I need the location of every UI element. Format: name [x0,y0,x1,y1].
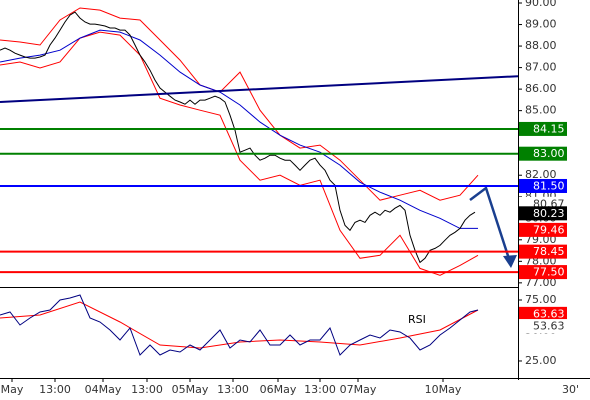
timeframe: 30' [562,383,579,396]
x-tick-label: 13:00 [131,383,163,396]
price-tag-label: 79.46 [533,223,565,236]
level-label: 81.50 [533,179,565,192]
level-label: 78.45 [533,245,565,258]
level-label: 83.00 [533,147,565,160]
y-tick-label: 85.00 [525,104,557,117]
series-line [0,11,476,264]
y-tick-label: 75.00 [525,293,557,306]
series-line [0,301,479,349]
price-tag-label: 80.23 [533,207,565,220]
x-tick-label: 10May [425,383,462,396]
y-tick-label: 82.00 [525,168,557,181]
y-tick-label: 86.00 [525,82,557,95]
x-tick-label: 05May [172,383,209,396]
y-tick-label: 88.00 [525,39,557,52]
level-tag [519,265,567,280]
annotation: RSI [408,313,426,326]
series-line [0,75,519,103]
level-tag [519,146,567,161]
x-tick-label: 13:00 [39,383,71,396]
y-tick-label: 89.00 [525,18,557,31]
price-tag [519,306,567,321]
y-tick-label: 77.00 [525,276,557,289]
x-tick-label: 07May [340,383,377,396]
level-tag [519,244,567,259]
forecast-arrow [469,185,517,268]
price-tag [519,319,567,334]
x-tick-label: May [1,383,24,396]
x-tick-label: 13:00 [304,383,336,396]
level-label: 77.50 [533,266,565,279]
y-tick-label: 87.00 [525,61,557,74]
price-tag [519,222,567,237]
x-tick-label: 06May [260,383,297,396]
level-tag [519,121,567,136]
y-tick-label: 25.00 [525,354,557,367]
level-label: 84.15 [533,122,565,135]
series-line [0,29,478,229]
y-tick-label: 90.00 [525,0,557,9]
x-tick-label: 04May [85,383,122,396]
price-tag-label: 63.63 [533,307,565,320]
x-tick-label: 13:00 [217,383,249,396]
level-tag [519,178,567,193]
series-line [0,7,479,201]
series-line [0,294,479,356]
price-tag [519,206,567,221]
price-tag-label: 53.63 [533,320,565,333]
